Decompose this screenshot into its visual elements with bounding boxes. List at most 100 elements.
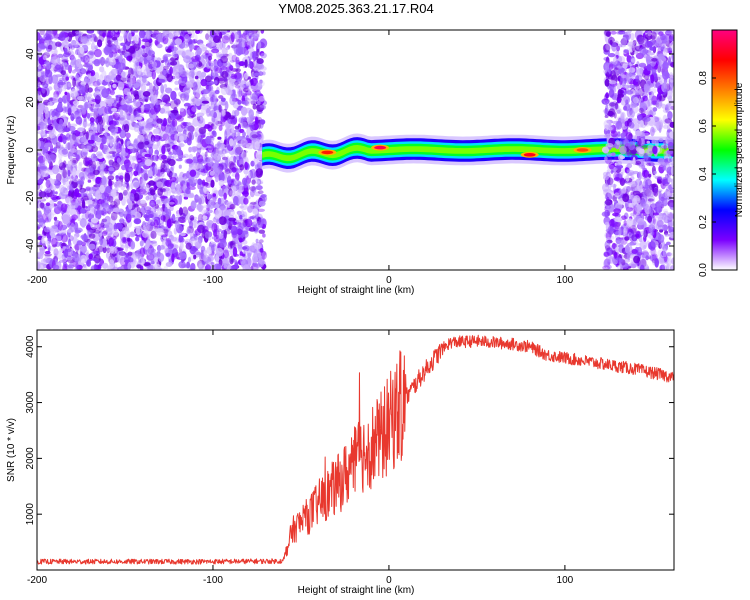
noise-speckle [137,134,144,139]
noise-speckle [130,231,137,236]
noise-speckle [630,58,636,63]
noise-speckle [92,60,100,65]
noise-speckle [126,237,131,242]
noise-speckle [207,125,213,132]
noise-speckle [186,170,190,179]
noise-speckle [206,193,211,200]
noise-speckle [193,254,197,260]
noise-speckle [48,74,53,85]
noise-speckle [604,134,610,138]
noise-speckle [206,40,214,48]
noise-speckle [109,90,115,96]
noise-speckle [120,129,126,138]
noise-speckle [215,67,223,74]
noise-speckle [627,30,631,35]
noise-speckle [230,73,238,80]
noise-speckle [147,213,154,219]
noise-speckle [189,44,195,50]
noise-speckle [111,44,117,50]
noise-speckle [641,250,649,259]
noise-speckle [664,183,670,189]
noise-speckle [67,264,75,269]
noise-speckle [115,175,119,179]
noise-speckle [651,68,657,74]
noise-speckle [624,244,630,254]
noise-speckle [120,244,125,249]
noise-speckle [654,258,659,268]
noise-speckle [91,145,98,153]
noise-speckle [625,90,634,95]
noise-speckle [57,220,63,231]
noise-speckle [121,236,128,244]
noise-speckle [175,184,181,189]
noise-speckle [651,138,656,145]
noise-speckle [173,97,178,103]
noise-speckle [223,192,227,200]
noise-speckle [54,33,60,39]
noise-speckle [46,240,51,248]
noise-speckle [113,30,120,38]
noise-speckle [237,87,241,98]
noise-speckle [81,199,86,210]
noise-speckle [190,262,196,270]
noise-speckle [253,156,258,167]
noise-speckle [58,31,66,42]
noise-speckle [108,52,114,58]
noise-speckle [85,224,91,231]
noise-speckle [213,111,217,119]
noise-speckle [58,158,63,167]
noise-speckle [238,33,243,43]
noise-speckle [147,254,155,264]
noise-speckle [142,262,151,267]
noise-speckle [115,223,123,230]
noise-speckle [237,99,242,105]
noise-speckle [64,248,69,258]
noise-speckle [47,101,53,107]
noise-speckle [624,203,629,210]
noise-speckle [221,35,230,44]
noise-speckle [47,44,53,52]
noise-speckle [157,187,164,196]
noise-speckle [150,95,158,104]
noise-speckle [628,203,634,208]
noise-speckle [132,62,137,72]
noise-speckle [167,45,174,50]
noise-speckle [181,206,189,217]
noise-speckle [61,242,67,247]
noise-speckle [217,136,222,140]
noise-speckle [88,253,93,260]
noise-speckle [49,183,53,190]
noise-speckle [248,204,254,210]
noise-speckle [242,131,246,138]
noise-speckle [668,95,673,105]
noise-speckle [137,49,142,59]
noise-speckle [51,74,59,84]
noise-speckle [58,87,63,93]
noise-speckle [245,218,253,228]
noise-speckle [112,251,117,257]
noise-speckle [37,87,45,92]
noise-speckle [101,207,107,217]
noise-speckle [145,184,150,193]
noise-speckle [134,93,140,100]
noise-speckle [141,50,146,56]
noise-speckle [163,265,168,270]
noise-speckle [228,168,233,174]
noise-speckle [54,220,61,227]
noise-speckle [207,193,212,200]
noise-speckle [219,162,227,170]
noise-speckle [197,213,204,224]
noise-speckle [48,152,55,162]
noise-speckle [37,82,42,87]
noise-speckle [112,118,117,128]
noise-speckle [168,201,175,205]
noise-speckle [93,204,99,209]
noise-speckle [151,144,159,150]
noise-speckle [259,218,264,225]
noise-speckle [108,178,112,189]
noise-speckle [146,73,151,77]
noise-speckle [90,108,98,113]
noise-speckle [174,32,178,37]
noise-speckle [162,68,167,77]
noise-speckle [662,48,668,57]
